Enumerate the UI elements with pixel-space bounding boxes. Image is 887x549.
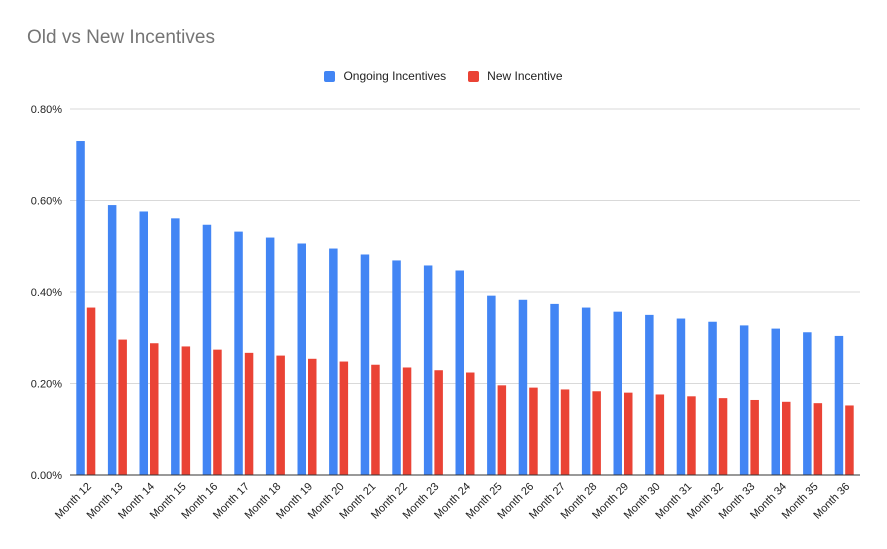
bar-new-month-14[interactable] — [150, 343, 159, 475]
legend-swatch-new — [468, 70, 480, 82]
legend-label-ongoing: Ongoing Incentives — [343, 69, 447, 83]
bar-ongoing-month-33[interactable] — [739, 325, 749, 475]
bar-new-month-23[interactable] — [434, 370, 443, 475]
bar-ongoing-month-32[interactable] — [708, 321, 717, 475]
bar-new-month-35[interactable] — [813, 403, 823, 475]
bar-new-month-21[interactable] — [371, 364, 380, 475]
legend: Ongoing Incentives New Incentive — [0, 69, 887, 83]
bar-ongoing-month-24[interactable] — [455, 270, 465, 475]
legend-label-new: New Incentive — [487, 69, 563, 83]
bar-ongoing-month-23[interactable] — [423, 265, 433, 475]
bar-ongoing-month-31[interactable] — [676, 318, 686, 475]
bar-new-month-12[interactable] — [86, 307, 96, 475]
y-tick-label-3: 0.60% — [31, 196, 62, 208]
bar-ongoing-month-21[interactable] — [360, 254, 370, 475]
bar-ongoing-month-13[interactable] — [107, 205, 117, 475]
bar-ongoing-month-17[interactable] — [234, 231, 243, 475]
bar-new-month-29[interactable] — [624, 392, 633, 475]
bar-ongoing-month-35[interactable] — [803, 332, 812, 475]
bar-new-month-32[interactable] — [718, 398, 728, 475]
bar-ongoing-month-12[interactable] — [76, 141, 85, 475]
bar-new-month-28[interactable] — [592, 391, 601, 475]
bar-ongoing-month-25[interactable] — [487, 295, 496, 475]
bar-ongoing-month-30[interactable] — [645, 314, 654, 475]
bar-ongoing-month-27[interactable] — [550, 303, 559, 475]
bar-new-month-30[interactable] — [655, 394, 665, 475]
bar-new-month-27[interactable] — [560, 389, 570, 475]
bar-new-month-17[interactable] — [244, 352, 254, 475]
y-tick-label-0: 0.00% — [31, 470, 62, 482]
bar-new-month-34[interactable] — [782, 401, 791, 475]
bar-ongoing-month-28[interactable] — [581, 307, 591, 475]
chart-title: Old vs New Incentives — [27, 27, 215, 48]
bar-new-month-31[interactable] — [687, 396, 696, 475]
bar-ongoing-month-15[interactable] — [171, 218, 180, 475]
bar-ongoing-month-18[interactable] — [265, 237, 275, 475]
bar-new-month-19[interactable] — [308, 358, 317, 475]
bar-new-month-36[interactable] — [845, 405, 854, 475]
bar-ongoing-month-36[interactable] — [834, 335, 844, 475]
bar-new-month-15[interactable] — [181, 346, 191, 475]
bar-new-month-26[interactable] — [529, 387, 538, 475]
bar-ongoing-month-22[interactable] — [392, 260, 401, 475]
y-tick-label-1: 0.20% — [31, 379, 62, 391]
bar-new-month-16[interactable] — [213, 349, 222, 475]
bar-new-month-22[interactable] — [402, 367, 412, 475]
legend-item-ongoing[interactable]: Ongoing Incentives — [324, 69, 446, 83]
bar-ongoing-month-14[interactable] — [139, 211, 149, 476]
bar-ongoing-month-19[interactable] — [297, 243, 307, 475]
bar-ongoing-month-20[interactable] — [329, 248, 338, 475]
y-tick-label-4: 0.80% — [31, 104, 62, 116]
bar-new-month-13[interactable] — [118, 339, 127, 475]
bar-ongoing-month-26[interactable] — [518, 299, 528, 475]
legend-swatch-ongoing — [324, 70, 336, 82]
bar-new-month-25[interactable] — [497, 385, 507, 475]
bar-ongoing-month-16[interactable] — [202, 224, 212, 475]
bar-new-month-20[interactable] — [339, 361, 349, 475]
bar-ongoing-month-29[interactable] — [613, 311, 623, 475]
bar-ongoing-month-34[interactable] — [771, 328, 781, 475]
y-tick-label-2: 0.40% — [31, 287, 62, 299]
bar-new-month-18[interactable] — [276, 355, 285, 475]
bar-new-month-24[interactable] — [466, 372, 475, 475]
legend-item-new[interactable]: New Incentive — [468, 69, 563, 83]
bar-new-month-33[interactable] — [750, 399, 759, 475]
